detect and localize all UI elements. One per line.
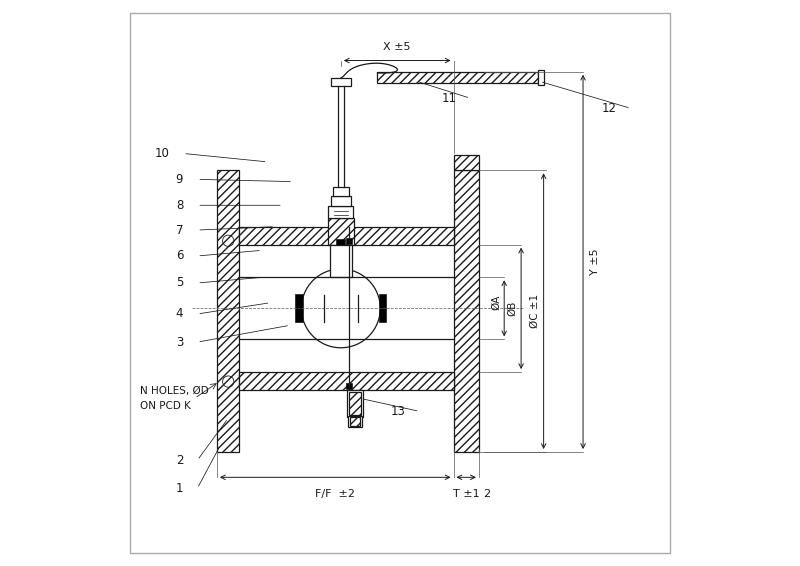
Bar	[330, 196, 351, 206]
Text: 13: 13	[390, 405, 406, 418]
Bar	[350, 417, 360, 426]
Bar	[239, 226, 454, 245]
Text: 3: 3	[176, 336, 183, 349]
Text: 2: 2	[176, 454, 183, 467]
Text: 7: 7	[176, 224, 183, 237]
Text: ON PCD K: ON PCD K	[140, 401, 190, 411]
Text: 6: 6	[176, 250, 183, 263]
Text: 12: 12	[602, 102, 617, 115]
Text: 1: 1	[176, 482, 183, 495]
Bar	[346, 238, 352, 243]
Text: 9: 9	[176, 173, 183, 186]
Bar	[349, 392, 361, 415]
Bar	[379, 294, 386, 322]
Text: 2: 2	[483, 488, 490, 499]
Bar	[330, 78, 351, 86]
Bar	[538, 70, 544, 85]
Bar	[239, 372, 454, 390]
Bar	[329, 206, 354, 218]
Bar	[348, 416, 362, 427]
Text: 4: 4	[176, 307, 183, 320]
Text: N HOLES, ØD: N HOLES, ØD	[140, 386, 209, 396]
Text: 11: 11	[442, 92, 456, 105]
Bar	[454, 170, 479, 452]
Text: Y ±5: Y ±5	[590, 248, 601, 275]
Bar	[347, 390, 363, 417]
Text: ØA: ØA	[490, 295, 501, 310]
Bar	[330, 245, 352, 277]
Bar	[346, 383, 352, 389]
Bar	[295, 294, 302, 322]
Text: ØC ±1: ØC ±1	[530, 294, 540, 328]
Bar	[336, 239, 346, 245]
Text: 5: 5	[176, 277, 183, 289]
Text: ØB: ØB	[508, 301, 518, 316]
Bar	[333, 187, 349, 196]
Text: 8: 8	[176, 199, 183, 212]
Text: X ±5: X ±5	[383, 42, 411, 52]
Bar	[328, 218, 354, 245]
Bar	[454, 155, 479, 170]
Text: 10: 10	[154, 147, 169, 160]
Text: F/F  ±2: F/F ±2	[315, 488, 355, 499]
Bar	[378, 72, 538, 83]
Bar	[217, 170, 239, 452]
Text: T ±1: T ±1	[453, 488, 479, 499]
